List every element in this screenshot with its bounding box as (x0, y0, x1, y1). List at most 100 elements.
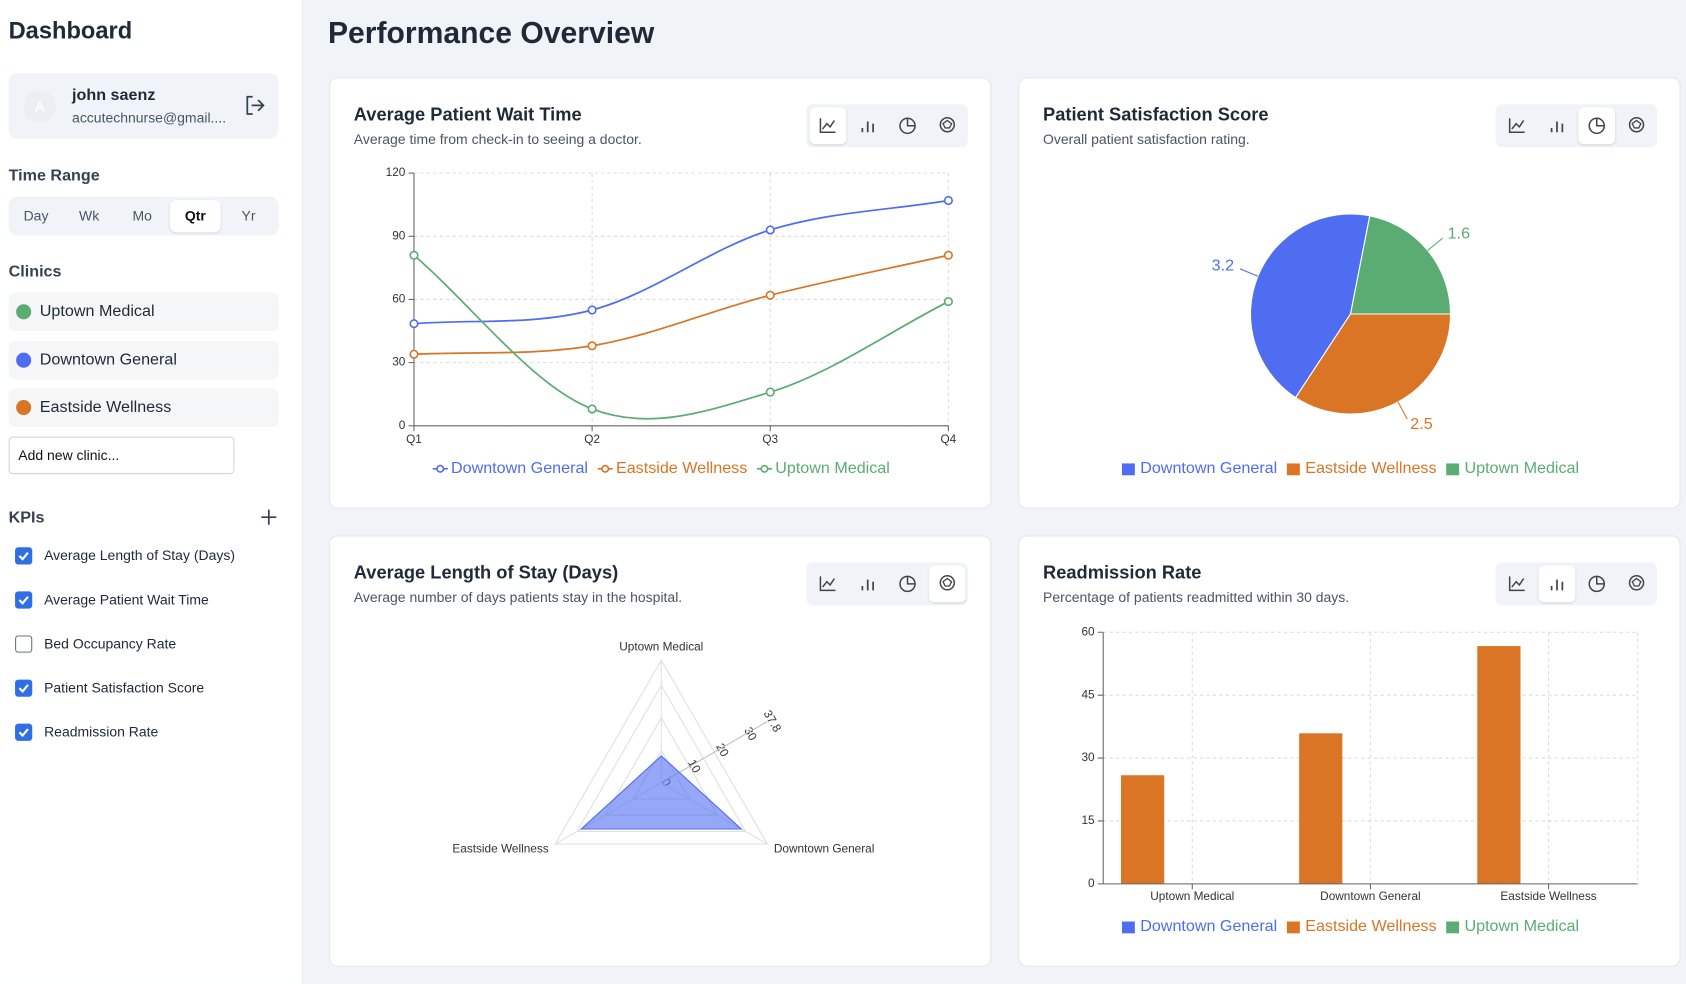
label-line (1397, 401, 1408, 420)
chart-type-button[interactable] (849, 108, 886, 145)
kpi-label: Patient Satisfaction Score (44, 679, 205, 696)
chart-type-button[interactable] (1499, 108, 1536, 145)
section-label: Clinics (8, 262, 62, 281)
legend-icon (436, 464, 445, 473)
chart-subtitle: Overall patient satisfaction rating. (1043, 131, 1250, 148)
line (413, 254, 949, 356)
icon (861, 579, 874, 591)
chart-type-button[interactable] (810, 566, 847, 603)
checkbox[interactable] (15, 635, 33, 653)
clinic-name: Downtown General (39, 349, 177, 369)
legend-label[interactable]: Downtown General (1140, 459, 1277, 477)
chart-type-button[interactable] (849, 566, 886, 603)
icon (861, 121, 874, 133)
legend-label[interactable]: Eastside Wellness (616, 459, 747, 477)
chart-toolbar (806, 562, 968, 606)
clinic-name: Uptown Medical (39, 302, 155, 321)
time-option[interactable]: Day (23, 207, 49, 224)
add-kpi-button[interactable] (259, 508, 278, 527)
data-label: 2.5 (1410, 415, 1432, 433)
checkbox[interactable] (15, 679, 33, 697)
legend-icon (1446, 463, 1460, 476)
chart-type-button[interactable] (1578, 566, 1615, 603)
icon (1628, 575, 1645, 591)
icon (899, 117, 916, 135)
legend-label[interactable]: Downtown General (1140, 917, 1277, 935)
data-label: 3.2 (1212, 257, 1234, 275)
clinic-dot (16, 352, 32, 368)
x-tick-label: Q3 (762, 432, 778, 446)
chart-type-button[interactable] (1499, 566, 1536, 603)
icon (1550, 579, 1564, 591)
chart-toolbar (806, 104, 968, 148)
chart-type-button[interactable] (1538, 565, 1576, 603)
time-option[interactable]: Wk (79, 207, 100, 224)
logout-button[interactable] (243, 94, 267, 118)
axis-label: Downtown General (774, 842, 874, 856)
chart-card: 0 30 60 90 120 Q1 Q2 Q3 Q4 Downtown General Eastsi… (329, 77, 992, 509)
radar-area (579, 755, 743, 830)
chart-type-button[interactable] (929, 108, 966, 145)
y-tick-label: 30 (1081, 750, 1095, 764)
legend-icon (601, 464, 610, 473)
checkbox[interactable] (15, 591, 33, 609)
chart-type-button[interactable] (1618, 566, 1655, 603)
time-option[interactable]: Mo (132, 207, 152, 224)
chart-subtitle: Percentage of patients readmitted within… (1043, 589, 1350, 606)
icon (1550, 121, 1564, 133)
line (413, 254, 949, 420)
chart-type-button[interactable] (1539, 108, 1576, 145)
axis-label: Eastside Wellness (452, 842, 548, 856)
chart-type-button[interactable] (889, 108, 926, 145)
chart-type-button[interactable] (809, 107, 847, 145)
clinic-input[interactable]: Add new clinic... (8, 436, 235, 475)
check (18, 684, 29, 693)
icon (939, 575, 956, 591)
point (409, 349, 419, 359)
legend-icon (760, 464, 769, 473)
clinic-dot (16, 304, 32, 320)
y-tick-label: 120 (386, 165, 406, 179)
legend: Downtown General Eastside Wellness Uptown … (1121, 917, 1579, 935)
chart-type-button[interactable] (1578, 107, 1616, 145)
chart-title: Patient Satisfaction Score (1043, 104, 1269, 125)
legend-label[interactable]: Uptown Medical (1464, 917, 1579, 935)
checkbox[interactable] (15, 723, 33, 741)
clinic-dot (16, 399, 32, 416)
point (765, 290, 775, 300)
chart-subtitle: Average number of days patients stay in … (353, 589, 683, 606)
point (943, 296, 953, 307)
legend-icon (1286, 921, 1300, 934)
kpi-label: Average Patient Wait Time (44, 591, 209, 608)
chart-type-button[interactable] (1618, 108, 1655, 145)
legend-label[interactable]: Uptown Medical (1464, 459, 1579, 477)
point (409, 319, 419, 329)
legend-label[interactable]: Eastside Wellness (1305, 459, 1436, 477)
check (18, 596, 29, 605)
legend-label[interactable]: Downtown General (451, 459, 588, 477)
clinic-item[interactable]: Uptown Medical (8, 292, 279, 332)
kpi-label: Readmission Rate (44, 723, 159, 740)
chart-toolbar (1495, 562, 1657, 606)
chart-type-button[interactable] (889, 566, 926, 603)
user-name: john saenz (72, 86, 156, 105)
legend-label[interactable]: Eastside Wellness (1305, 917, 1436, 935)
time-option[interactable]: Yr (241, 207, 256, 224)
chart-type-button[interactable] (929, 565, 966, 603)
x-tick-label: Q1 (406, 432, 422, 446)
checkbox[interactable] (15, 547, 33, 565)
y-tick-label: 60 (1081, 624, 1095, 638)
x-tick-label: Q2 (584, 432, 600, 446)
legend-label[interactable]: Uptown Medical (775, 459, 890, 477)
clinic-item[interactable]: Downtown General (8, 340, 279, 380)
point (587, 404, 597, 414)
check (18, 551, 29, 561)
chart: 0 15 30 45 60 Uptown Medical Downtown General E… (1081, 624, 1639, 935)
clinic-item[interactable]: Eastside Wellness (8, 388, 279, 427)
time-option[interactable]: Qtr (170, 199, 221, 233)
chart-title: Readmission Rate (1043, 562, 1202, 583)
chart-card: 3.2 2.5 1.6 Downtown General Eastside Wellne… (1018, 77, 1681, 509)
